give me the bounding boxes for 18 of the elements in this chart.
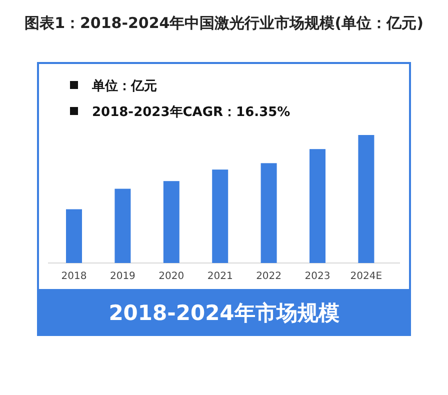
bar	[260, 163, 277, 263]
text: 单位：亿元	[91, 78, 157, 94]
bar	[358, 135, 374, 263]
text: 2018-2023年CAGR：16.35%	[92, 105, 290, 120]
x-tick-label: 2019	[110, 271, 136, 282]
bar	[114, 188, 131, 263]
x-tick-label: 2018	[61, 271, 87, 282]
chart-title: 图表1：2018-2024年中国激光行业市场规模(单位：亿元)	[24, 14, 424, 32]
x-tick-label: 2023	[304, 271, 330, 282]
x-tick-label: 2021	[207, 271, 233, 282]
bar	[310, 149, 326, 263]
bar	[163, 181, 180, 263]
x-tick-label: 2022	[256, 271, 282, 282]
bar	[66, 209, 82, 263]
bar	[212, 170, 228, 263]
x-tick-label: 2024E	[350, 271, 382, 282]
text: 2018-2024年市场规模	[108, 301, 340, 325]
x-tick-label: 2020	[158, 271, 184, 282]
